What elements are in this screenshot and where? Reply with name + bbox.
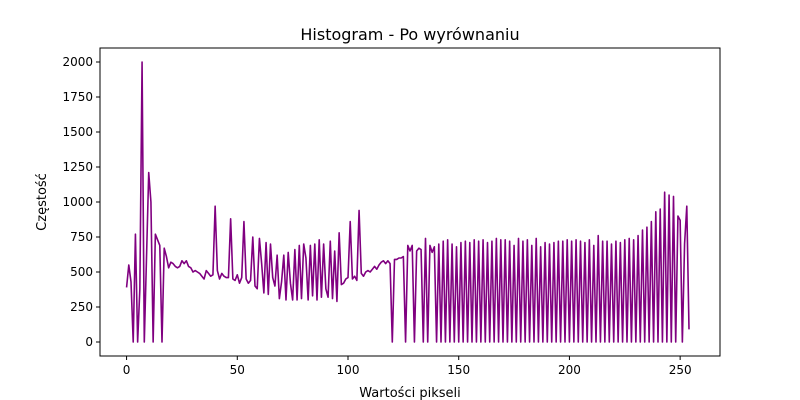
y-tick-label: 1750: [62, 90, 93, 104]
y-axis-title: Częstość: [35, 173, 50, 231]
x-tick-label: 50: [230, 363, 245, 377]
y-tick-label: 0: [85, 335, 93, 349]
x-tick-label: 250: [669, 363, 692, 377]
y-tick-label: 1500: [62, 125, 93, 139]
y-tick-label: 2000: [62, 55, 93, 69]
x-axis-title: Wartości pikseli: [359, 386, 460, 400]
x-tick-label: 150: [447, 363, 470, 377]
x-tick-label: 0: [123, 363, 131, 377]
y-tick-label: 1000: [62, 195, 93, 209]
y-tick-label: 1250: [62, 160, 93, 174]
chart-title: Histogram - Po wyrównaniu: [300, 25, 519, 44]
y-tick-label: 500: [70, 265, 93, 279]
y-tick-label: 750: [70, 230, 93, 244]
y-tick-label: 250: [70, 300, 93, 314]
x-tick-label: 100: [337, 363, 360, 377]
x-tick-label: 200: [558, 363, 581, 377]
series-line-0: [125, 61, 690, 343]
